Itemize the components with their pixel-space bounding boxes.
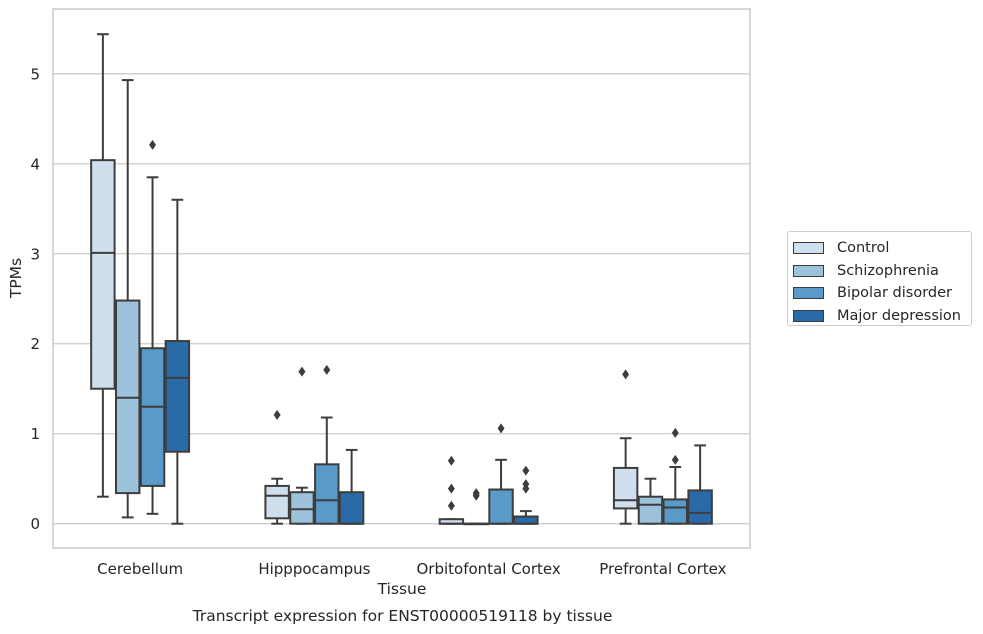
outlier-point [149, 139, 157, 150]
box-bipolar-disorder-prefrontal-cortex [662, 427, 689, 525]
outlier-point [447, 455, 455, 466]
legend-label-bipolar-disorder: Bipolar disorder [837, 285, 952, 302]
legend-item-control: Control [793, 237, 971, 260]
legend-label-control: Control [837, 240, 890, 257]
box-schizophrenia-prefrontal-cortex [637, 477, 664, 525]
x-tick-label-cerebellum: Cerebellum [97, 560, 183, 578]
x-tick-label-orbitofontal-cortex: Orbitofontal Cortex [417, 560, 561, 578]
box-body [637, 495, 664, 525]
y-tick-label-1: 1 [30, 425, 40, 443]
box-body [264, 484, 290, 520]
outlier-point [447, 500, 455, 511]
y-tick-labels: 0 1 2 3 4 5 [30, 65, 40, 533]
box-schizophrenia-cerebellum [114, 79, 141, 519]
box-bipolar-disorder-hipppocampus [314, 364, 340, 525]
y-tick-label-2: 2 [30, 335, 40, 353]
box-control-prefrontal-cortex [612, 369, 639, 525]
box-control-orbitofontal-cortex [438, 455, 465, 525]
box-body [662, 498, 689, 525]
outlier-point [671, 454, 679, 465]
box-body [289, 491, 315, 525]
box-major-depression-prefrontal-cortex [687, 444, 713, 525]
x-tick-label-hipppocampus: Hipppocampus [258, 560, 370, 578]
box-body [488, 488, 514, 525]
figure-caption: Transcript expression for ENST0000051911… [192, 607, 613, 625]
x-tick-labels: Cerebellum Hipppocampus Orbitofontal Corte… [97, 560, 726, 578]
y-axis-label: TPMs [7, 258, 25, 299]
box-bipolar-disorder-orbitofontal-cortex [488, 423, 514, 525]
box-body [90, 159, 116, 390]
legend-swatch-major-depression [793, 309, 824, 322]
box-schizophrenia-hipppocampus [289, 366, 315, 525]
box-major-depression-hipppocampus [338, 448, 365, 525]
legend-item-schizophrenia: Schizophrenia [793, 260, 971, 283]
outlier-point [671, 427, 679, 438]
box-body [513, 515, 539, 525]
y-tick-label-0: 0 [30, 515, 40, 533]
box-schizophrenia-orbitofontal-cortex [463, 488, 489, 526]
outlier-point [323, 364, 331, 375]
outlier-point [447, 483, 455, 494]
plot-frame [52, 8, 751, 549]
box-control-hipppocampus [264, 409, 290, 525]
box-body [612, 466, 639, 510]
box-body [139, 347, 166, 487]
legend-label-major-depression: Major depression [837, 307, 961, 324]
legend-swatch-bipolar-disorder [793, 287, 824, 300]
outlier-point [273, 409, 281, 420]
legend-label-schizophrenia: Schizophrenia [837, 262, 939, 279]
x-axis-label: Tissue [377, 580, 427, 598]
box-control-cerebellum [90, 33, 116, 498]
outlier-point [298, 366, 306, 377]
outlier-point [497, 423, 505, 434]
box-body [687, 489, 713, 525]
box-body [314, 463, 340, 525]
outlier-point [522, 479, 530, 490]
y-tick-label-3: 3 [30, 245, 40, 263]
legend-swatch-schizophrenia [793, 264, 824, 277]
y-tick-label-5: 5 [30, 65, 40, 83]
box-major-depression-cerebellum [164, 198, 191, 525]
box-bipolar-disorder-cerebellum [139, 139, 166, 515]
box-major-depression-orbitofontal-cortex [513, 465, 539, 525]
legend: Control Schizophrenia Bipolar disorder M… [787, 231, 972, 326]
outlier-point [622, 369, 630, 380]
legend-item-bipolar-disorder: Bipolar disorder [793, 282, 971, 305]
outlier-point [472, 488, 480, 499]
boxes [90, 33, 713, 526]
y-tick-label-4: 4 [30, 155, 40, 173]
legend-item-major-depression: Major depression [793, 305, 971, 328]
box-body [164, 340, 191, 453]
box-body [338, 491, 365, 525]
outlier-point [522, 465, 530, 476]
x-tick-label-prefrontal-cortex: Prefrontal Cortex [599, 560, 726, 578]
legend-swatch-control [793, 242, 824, 255]
